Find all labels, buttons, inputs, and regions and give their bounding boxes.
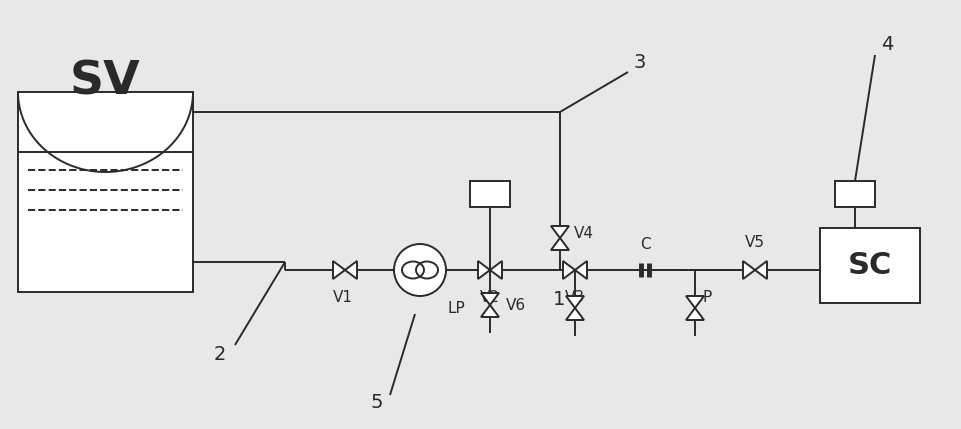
Text: P: P [702, 290, 711, 305]
Text: V2: V2 [480, 290, 500, 305]
Text: V1: V1 [333, 290, 353, 305]
Polygon shape [575, 261, 586, 279]
Text: 3: 3 [633, 52, 646, 72]
Polygon shape [480, 305, 499, 317]
Polygon shape [551, 238, 568, 250]
Bar [18, 92, 193, 292]
Bar [470, 181, 509, 207]
Bar [834, 181, 875, 207]
Circle shape [394, 244, 446, 296]
Polygon shape [489, 261, 502, 279]
Polygon shape [685, 296, 703, 308]
Text: P1: P1 [480, 187, 498, 201]
Polygon shape [478, 261, 489, 279]
Text: 1: 1 [552, 290, 564, 309]
Polygon shape [742, 261, 754, 279]
Polygon shape [345, 261, 357, 279]
Polygon shape [480, 293, 499, 305]
Polygon shape [685, 308, 703, 320]
Text: P2: P2 [846, 187, 863, 201]
Text: C: C [639, 237, 650, 252]
Text: 2: 2 [213, 345, 226, 365]
Bar [819, 228, 919, 303]
Polygon shape [551, 226, 568, 238]
Text: SC: SC [847, 251, 891, 280]
Text: SV: SV [70, 60, 140, 105]
Polygon shape [565, 296, 583, 308]
Text: V4: V4 [574, 226, 593, 241]
Text: 5: 5 [370, 393, 382, 413]
Text: V5: V5 [744, 235, 764, 250]
Polygon shape [565, 308, 583, 320]
Text: V3: V3 [564, 290, 584, 305]
Text: 4: 4 [880, 36, 892, 54]
Text: LP: LP [448, 301, 465, 316]
Polygon shape [754, 261, 766, 279]
Polygon shape [562, 261, 575, 279]
Text: V6: V6 [505, 297, 526, 312]
Polygon shape [333, 261, 345, 279]
